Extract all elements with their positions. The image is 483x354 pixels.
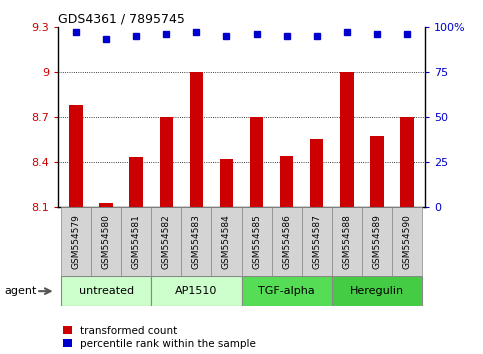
Bar <box>370 136 384 207</box>
Bar <box>250 117 263 207</box>
Text: GSM554581: GSM554581 <box>132 214 141 269</box>
Text: GSM554584: GSM554584 <box>222 214 231 269</box>
Text: GSM554588: GSM554588 <box>342 214 351 269</box>
Bar <box>302 207 332 276</box>
Text: Heregulin: Heregulin <box>350 286 404 296</box>
Text: TGF-alpha: TGF-alpha <box>258 286 315 296</box>
Bar <box>242 276 332 306</box>
Text: GSM554580: GSM554580 <box>101 214 111 269</box>
Bar <box>332 276 422 306</box>
Bar <box>159 117 173 207</box>
Bar <box>91 207 121 276</box>
Bar <box>400 117 414 207</box>
Bar <box>151 207 181 276</box>
Legend: transformed count, percentile rank within the sample: transformed count, percentile rank withi… <box>63 326 256 349</box>
Bar <box>181 207 212 276</box>
Text: GDS4361 / 7895745: GDS4361 / 7895745 <box>58 12 185 25</box>
Text: GSM554583: GSM554583 <box>192 214 201 269</box>
Bar <box>392 207 422 276</box>
Bar <box>242 207 271 276</box>
Bar <box>271 207 302 276</box>
Text: agent: agent <box>5 286 37 296</box>
Bar <box>220 159 233 207</box>
Bar <box>190 72 203 207</box>
Text: GSM554586: GSM554586 <box>282 214 291 269</box>
Bar <box>61 207 91 276</box>
Text: GSM554579: GSM554579 <box>71 214 81 269</box>
Bar <box>69 105 83 207</box>
Bar <box>310 139 324 207</box>
Text: GSM554582: GSM554582 <box>162 214 171 269</box>
Bar <box>212 207 242 276</box>
Bar <box>129 158 143 207</box>
Bar <box>99 202 113 207</box>
Text: GSM554587: GSM554587 <box>312 214 321 269</box>
Bar <box>362 207 392 276</box>
Text: untreated: untreated <box>79 286 134 296</box>
Bar <box>121 207 151 276</box>
Bar <box>151 276 242 306</box>
Bar <box>61 276 151 306</box>
Text: AP1510: AP1510 <box>175 286 217 296</box>
Text: GSM554590: GSM554590 <box>402 214 412 269</box>
Text: GSM554585: GSM554585 <box>252 214 261 269</box>
Text: GSM554589: GSM554589 <box>372 214 382 269</box>
Bar <box>340 72 354 207</box>
Bar <box>332 207 362 276</box>
Bar <box>280 156 293 207</box>
